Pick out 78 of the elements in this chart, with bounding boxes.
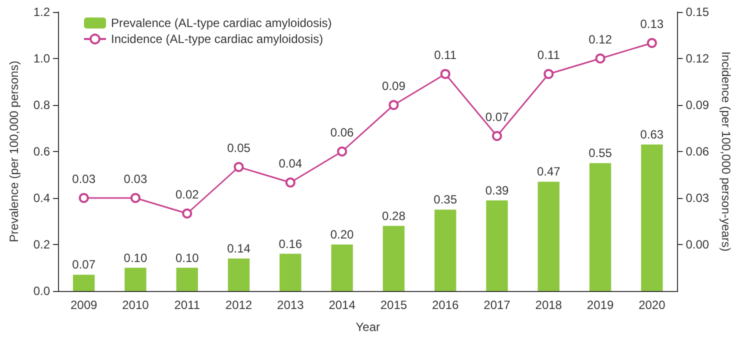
x-tick-label: 2015 <box>380 298 408 312</box>
bar <box>641 144 663 291</box>
data-label: 0.06 <box>330 126 354 140</box>
x-axis-title: Year <box>356 320 380 334</box>
data-label: 0.03 <box>124 172 148 186</box>
bar <box>538 182 560 291</box>
data-label: 0.20 <box>330 228 354 242</box>
y-tick-label: 0.0 <box>33 284 50 298</box>
bar <box>280 254 302 291</box>
bar <box>228 258 250 291</box>
data-label: 0.35 <box>434 192 458 207</box>
point <box>234 162 244 172</box>
point <box>78 193 89 203</box>
bar <box>124 268 146 291</box>
data-label: 0.14 <box>227 241 251 256</box>
x-tick-label: 2020 <box>638 298 666 312</box>
y-tick-label: 1.2 <box>33 5 50 19</box>
y-tick-label: 0.8 <box>33 98 50 112</box>
y2-axis-title: Incidence (per 100,000 person-years) <box>719 51 733 252</box>
point <box>182 208 192 218</box>
data-label: 0.11 <box>434 48 457 62</box>
data-label: 0.09 <box>382 79 406 93</box>
x-tick-label: 2013 <box>277 298 304 312</box>
data-label: 0.28 <box>382 208 406 223</box>
data-label: 0.63 <box>640 128 664 142</box>
data-label: 0.13 <box>640 17 664 31</box>
data-label: 0.02 <box>175 188 200 202</box>
data-label: 0.04 <box>278 156 302 170</box>
x-tick-label: 2016 <box>432 298 460 312</box>
bar <box>72 274 95 291</box>
legend-label: Incidence (AL-type cardiac amyloidosis) <box>111 32 324 46</box>
bar <box>176 268 198 291</box>
point <box>285 178 296 188</box>
x-tick-label: 2019 <box>586 298 614 312</box>
data-label: 0.11 <box>537 48 560 62</box>
y2-tick-label: 0.06 <box>686 144 710 158</box>
y2-tick-label: 0.00 <box>686 238 710 252</box>
x-tick-label: 2018 <box>535 298 562 312</box>
bar <box>434 210 456 291</box>
x-tick-label: 2014 <box>328 298 356 312</box>
x-tick-label: 2009 <box>70 298 98 312</box>
data-label: 0.10 <box>175 250 200 265</box>
y-tick-label: 1.0 <box>33 52 50 66</box>
point <box>388 100 399 110</box>
bar <box>331 244 353 291</box>
y2-tick-label: 0.09 <box>686 98 710 112</box>
data-label: 0.03 <box>72 172 96 186</box>
y2-tick-label: 0.12 <box>686 52 710 66</box>
x-tick-label: 2012 <box>225 298 252 312</box>
point <box>544 69 554 79</box>
data-label: 0.07 <box>72 258 96 272</box>
y-axis-title: Prevalence (per 100,000 persons) <box>7 60 21 242</box>
data-label: 0.47 <box>536 164 561 179</box>
x-tick-label: 2017 <box>484 298 511 312</box>
y2-tick-label: 0.03 <box>686 191 710 205</box>
data-label: 0.10 <box>124 250 148 265</box>
data-label: 0.16 <box>278 236 302 251</box>
x-tick-label: 2010 <box>122 298 150 312</box>
y-tick-label: 0.2 <box>33 238 50 252</box>
data-label: 0.55 <box>588 146 612 160</box>
data-label: 0.07 <box>485 110 509 124</box>
point <box>646 38 657 48</box>
y2-tick-label: 0.15 <box>686 5 710 19</box>
x-tick-label: 2011 <box>174 298 200 312</box>
point <box>440 69 450 79</box>
point <box>130 193 140 203</box>
data-label: 0.12 <box>588 32 612 46</box>
y-tick-label: 0.4 <box>33 191 50 205</box>
y-tick-label: 0.6 <box>33 144 50 158</box>
data-label: 0.39 <box>485 183 509 198</box>
bar <box>486 200 508 291</box>
point <box>492 131 502 141</box>
point <box>337 146 348 156</box>
point <box>595 54 606 64</box>
data-label: 0.05 <box>227 141 251 155</box>
bar <box>382 226 405 291</box>
bar <box>589 163 612 291</box>
legend-label: Prevalence (AL-type cardiac amyloidosis) <box>111 16 332 30</box>
